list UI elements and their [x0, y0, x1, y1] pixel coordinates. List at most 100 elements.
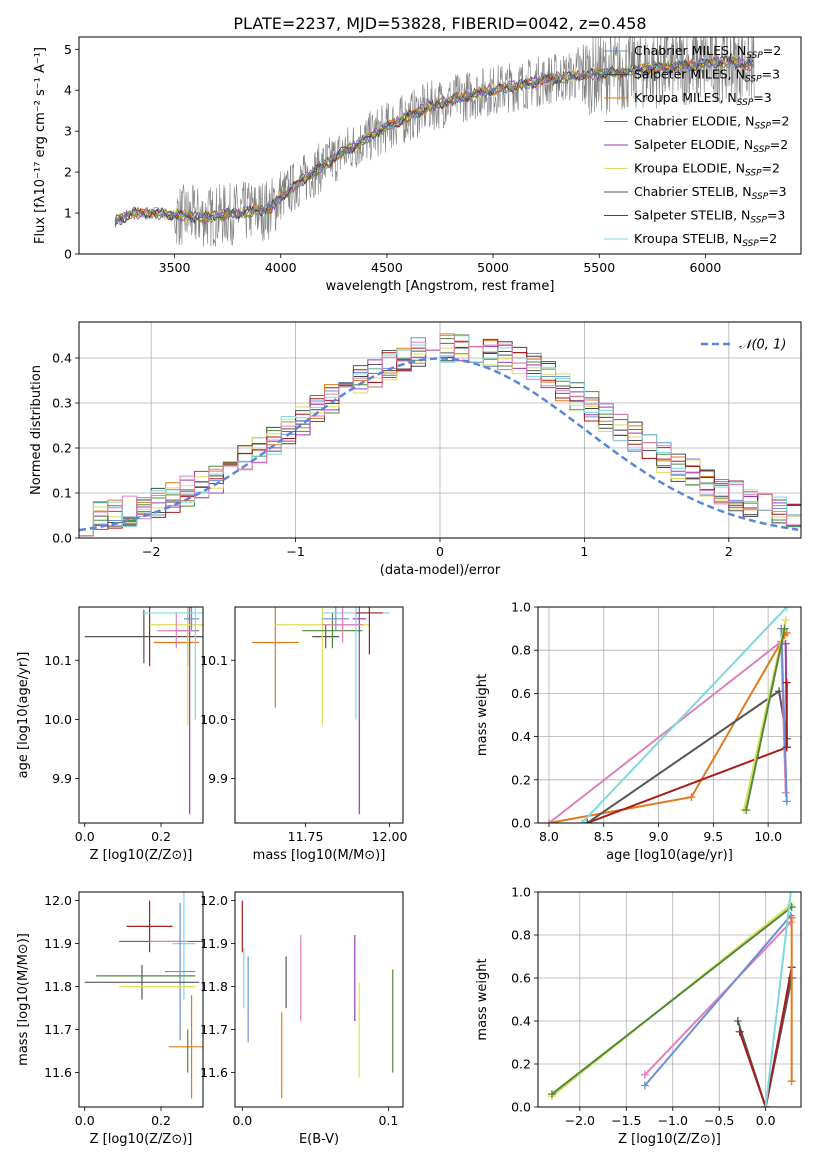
y-tick-label: 11.6	[44, 1065, 72, 1080]
x-tick-label: −1.0	[658, 1113, 688, 1128]
x-axis-label: Z [log10(Z/Z⊙)]	[618, 1132, 721, 1147]
x-tick-label: 0.0	[75, 829, 95, 844]
weight-line	[745, 628, 786, 811]
legend-entry: Chabrier STELIB, NSSP=3	[634, 184, 787, 202]
y-tick-label: 0.4	[511, 1014, 531, 1029]
legend-entry: 𝒩(0, 1)	[739, 338, 786, 353]
x-tick-label: 0.0	[232, 1113, 252, 1128]
y-tick-label: 0.2	[511, 1057, 531, 1072]
panel-6: 0.0 0.1 11.6 11.7 11.8 11.9 12.0 E(B-V)	[200, 891, 404, 1147]
model-line	[114, 55, 754, 228]
y-tick-label: 1	[64, 206, 72, 221]
x-tick-label: 9.5	[703, 829, 723, 844]
data-point	[735, 1027, 744, 1036]
x-axis-label: Z [log10(Z/Z⊙)]	[90, 1132, 193, 1147]
data-point	[742, 806, 751, 815]
x-tick-label: 0.0	[756, 1113, 776, 1128]
y-tick-label: 0.8	[511, 928, 531, 943]
data-point	[761, 1103, 770, 1107]
data-point	[687, 793, 696, 802]
y-tick-label: 11.8	[44, 979, 72, 994]
model-line	[114, 55, 754, 224]
weight-line	[581, 607, 788, 823]
x-tick-label: 0.2	[151, 1113, 171, 1128]
x-tick-label: 0.2	[151, 829, 171, 844]
plot-area	[251, 607, 390, 815]
panel-0: 3500 4000 4500 5000 5500 6000 0 1 2 3 4 5 wavelength…	[33, 36, 802, 294]
legend-entry: Kroupa ELODIE, NSSP=2	[634, 161, 780, 179]
x-tick-label: 0	[436, 544, 444, 559]
y-tick-label: 0.2	[52, 441, 72, 456]
x-tick-label: 2	[725, 544, 733, 559]
x-tick-label: 5000	[477, 260, 509, 275]
data-point	[733, 1017, 742, 1025]
legend-entry: Chabrier ELODIE, NSSP=2	[634, 114, 789, 132]
weight-line	[736, 977, 793, 1107]
x-axis-label: (data-model)/error	[380, 563, 501, 578]
x-tick-label: 1	[580, 544, 588, 559]
x-axis-label: Z [log10(Z/Z⊙)]	[90, 848, 193, 863]
y-tick-label: 10.0	[44, 712, 72, 727]
y-tick-label: 1.0	[511, 885, 531, 900]
axes-frame	[78, 606, 204, 824]
y-axis-label: mass weight	[475, 958, 490, 1040]
legend-entry: Salpeter STELIB, NSSP=3	[634, 208, 785, 226]
axes-frame	[537, 891, 802, 1108]
y-tick-label: 0.3	[52, 396, 72, 411]
panel-3: 11.75 12.00 9.9 10.0 10.1 mass [log10(M/M⊙)]	[200, 606, 407, 863]
data-point	[780, 624, 789, 633]
legend-entry: Salpeter ELODIE, NSSP=2	[634, 137, 788, 155]
plot-area	[114, 37, 755, 247]
data-point	[577, 819, 586, 823]
plot-area	[547, 892, 796, 1107]
model-line	[114, 56, 754, 224]
y-tick-label: 12.0	[44, 893, 72, 908]
x-axis-label: wavelength [Angstrom, rest frame]	[326, 279, 555, 294]
y-tick-label: 0.6	[511, 971, 531, 986]
y-axis-label: Flux [fλ10⁻¹⁷ erg cm⁻² s⁻¹ A⁻¹]	[33, 47, 48, 244]
x-tick-label: 10.0	[754, 829, 782, 844]
x-tick-label: −1.5	[611, 1113, 641, 1128]
x-tick-label: 4500	[371, 260, 403, 275]
panel-2: 0.0 0.2 9.9 10.0 10.1 Z [log10(Z/Z⊙)] age [log…	[16, 606, 204, 863]
y-tick-label: 10.1	[200, 653, 228, 668]
x-tick-label: 6000	[690, 260, 722, 275]
y-tick-label: 11.8	[200, 979, 228, 994]
panel-4: 8.0 8.5 9.0 9.5 10.0 0.0 0.2 0.4 0.6 0.8 1.0 age [l…	[475, 600, 802, 863]
y-tick-label: 11.7	[44, 1022, 72, 1037]
x-tick-label: −2.0	[565, 1113, 595, 1128]
weight-line	[780, 628, 788, 802]
x-axis-label: E(B-V)	[299, 1132, 339, 1147]
y-tick-label: 0.8	[511, 643, 531, 658]
data-point	[787, 913, 796, 922]
legend-entry: Kroupa STELIB, NSSP=2	[634, 231, 777, 249]
data-point	[544, 819, 553, 823]
y-axis-label: mass [log10(M/M⊙)]	[16, 933, 31, 1066]
x-tick-label: 8.0	[539, 829, 559, 844]
panel-1: −2 −1 0 1 2 0.0 0.1 0.2 0.3 0.4 (data-model)/error…	[29, 321, 802, 578]
y-tick-label: 11.7	[200, 1022, 228, 1037]
figure-title: PLATE=2237, MJD=53828, FIBERID=0042, z=0…	[233, 14, 646, 33]
legend-entry: Chabrier MILES, NSSP=2	[634, 43, 781, 61]
x-tick-label: 8.5	[594, 829, 614, 844]
x-tick-label: 4000	[265, 260, 297, 275]
x-tick-label: 11.75	[288, 829, 324, 844]
x-tick-label: 3500	[159, 260, 191, 275]
axes-frame	[78, 36, 802, 255]
weight-line	[586, 746, 788, 823]
y-axis-label: Normed distribution	[29, 365, 44, 495]
data-point	[547, 1090, 556, 1099]
y-tick-label: 5	[64, 42, 72, 57]
y-tick-label: 0	[64, 247, 72, 262]
y-tick-label: 0.2	[511, 772, 531, 787]
y-tick-label: 0.1	[52, 486, 72, 501]
y-axis-label: age [log10(age/yr)]	[16, 652, 31, 779]
x-tick-label: −0.5	[704, 1113, 734, 1128]
weight-line	[644, 914, 792, 1087]
gaussian-curve	[79, 357, 799, 532]
plot-area	[544, 607, 791, 823]
data-point	[782, 607, 791, 611]
x-tick-label: −1	[286, 544, 304, 559]
axes-frame	[537, 606, 802, 824]
